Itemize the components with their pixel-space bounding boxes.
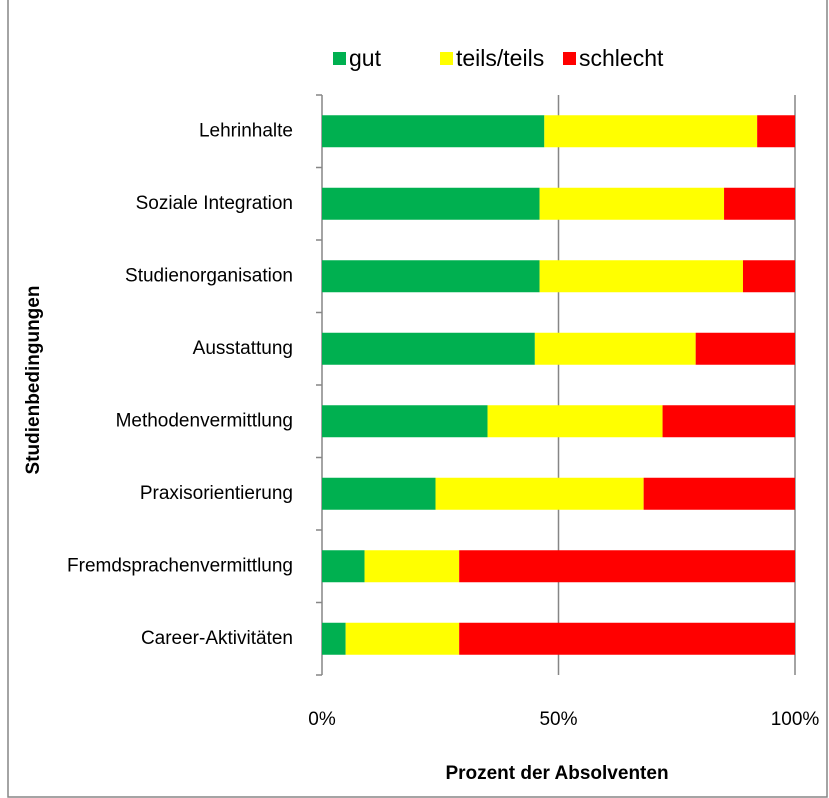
bar-segment bbox=[757, 115, 795, 148]
bar-segment bbox=[742, 260, 795, 293]
legend-label: teils/teils bbox=[456, 45, 544, 71]
y-tick-label: Studienorganisation bbox=[125, 265, 293, 286]
x-axis-title: Prozent der Absolventen bbox=[445, 763, 668, 784]
legend-label: gut bbox=[349, 45, 382, 71]
bar-segment bbox=[345, 622, 460, 655]
bar-segment bbox=[322, 622, 346, 655]
bar-segment bbox=[695, 332, 795, 365]
bar-segment bbox=[322, 260, 540, 293]
bar-segment bbox=[487, 405, 663, 438]
legend-swatch bbox=[440, 52, 453, 65]
bar-segment bbox=[364, 550, 460, 583]
bar-segment bbox=[724, 187, 795, 220]
bar-segment bbox=[322, 332, 535, 365]
bar-segment bbox=[322, 187, 540, 220]
bar-segment bbox=[534, 332, 696, 365]
bar-segment bbox=[643, 477, 795, 510]
y-tick-label: Praxisorientierung bbox=[140, 483, 293, 504]
y-tick-label: Fremdsprachenvermittlung bbox=[67, 555, 293, 576]
legend-swatch bbox=[333, 52, 346, 65]
bar-segment bbox=[435, 477, 644, 510]
bar-segment bbox=[544, 115, 758, 148]
bar-segment bbox=[662, 405, 795, 438]
legend-label: schlecht bbox=[579, 45, 664, 71]
bar-segment bbox=[322, 550, 365, 583]
y-tick-label: Lehrinhalte bbox=[199, 120, 293, 141]
bar-segment bbox=[539, 260, 743, 293]
x-tick-label: 0% bbox=[308, 709, 336, 730]
legend-swatch bbox=[563, 52, 576, 65]
x-tick-label: 50% bbox=[539, 709, 577, 730]
bar-segment bbox=[459, 622, 795, 655]
bar-segment bbox=[322, 115, 545, 148]
x-tick-label: 100% bbox=[771, 709, 820, 730]
bar-segment bbox=[322, 477, 436, 510]
y-axis-title: Studienbedingungen bbox=[23, 286, 44, 475]
y-tick-label: Soziale Integration bbox=[136, 193, 293, 214]
bar-segment bbox=[539, 187, 725, 220]
bar-segment bbox=[322, 405, 488, 438]
bar-segment bbox=[459, 550, 795, 583]
y-tick-label: Ausstattung bbox=[193, 338, 293, 359]
y-tick-label: Career-Aktivitäten bbox=[141, 628, 293, 649]
y-tick-label: Methodenvermittlung bbox=[116, 410, 293, 431]
